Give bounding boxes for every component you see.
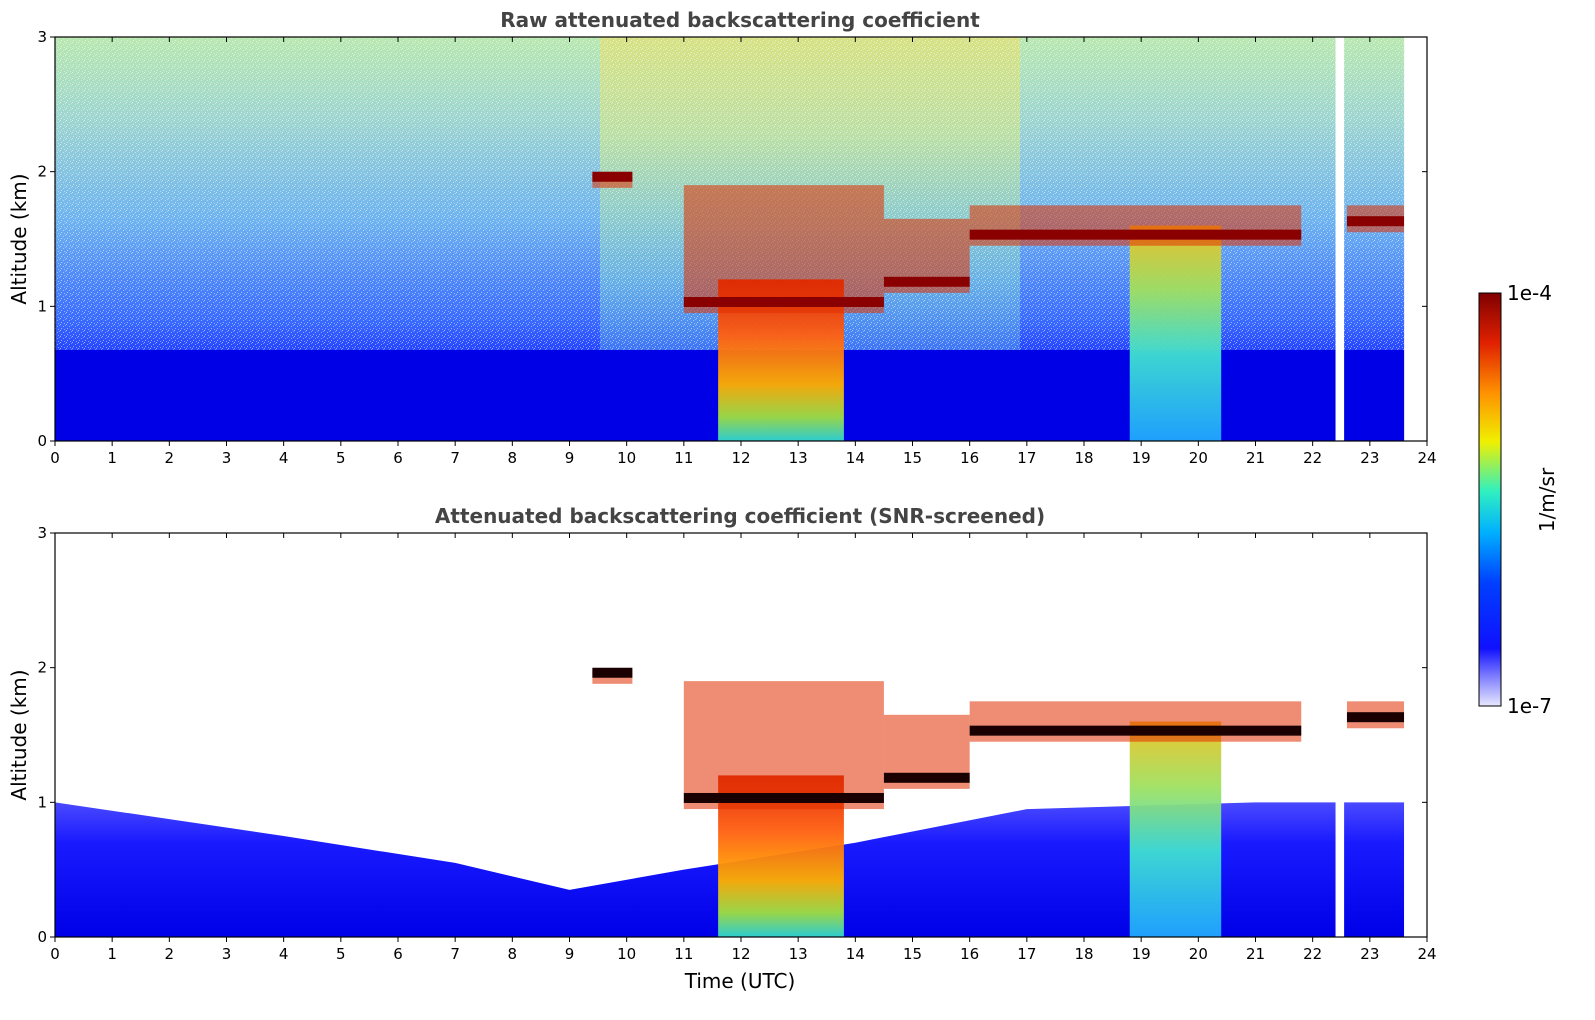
x-tick-label: 23: [1360, 449, 1379, 467]
x-tick-label: 19: [1132, 945, 1151, 963]
cloud-layer-envelope: [684, 185, 884, 313]
cloud-base: [884, 277, 970, 287]
panel-screened: Attenuated backscattering coefficient (S…: [7, 504, 1437, 993]
x-tick-label: 9: [565, 945, 575, 963]
x-tick-label: 15: [903, 945, 922, 963]
panel-screened-xlabel: Time (UTC): [684, 969, 796, 993]
y-tick-label: 3: [37, 524, 47, 542]
colorbar-gradient: [1479, 293, 1501, 706]
cloud-base: [592, 668, 632, 678]
x-tick-label: 17: [1017, 449, 1036, 467]
colorbar-max-label: 1e-4: [1507, 281, 1552, 305]
colorbar-unit-label: 1/m/sr: [1535, 467, 1559, 532]
x-tick-label: 21: [1246, 945, 1265, 963]
x-tick-label: 11: [674, 945, 693, 963]
x-tick-label: 20: [1189, 945, 1208, 963]
x-tick-label: 5: [336, 945, 346, 963]
data-gap: [1404, 37, 1427, 441]
y-tick-label: 2: [37, 163, 47, 181]
cloud-base: [592, 172, 632, 182]
y-tick-label: 1: [37, 793, 47, 811]
x-tick-label: 6: [393, 449, 403, 467]
cloud-base: [1347, 216, 1404, 226]
y-tick-label: 2: [37, 659, 47, 677]
x-tick-label: 5: [336, 449, 346, 467]
x-tick-label: 7: [450, 945, 460, 963]
panel-raw-title: Raw attenuated backscattering coefficien…: [500, 8, 980, 32]
x-tick-label: 19: [1132, 449, 1151, 467]
x-tick-label: 16: [960, 945, 979, 963]
x-tick-label: 7: [450, 449, 460, 467]
x-tick-label: 3: [222, 449, 232, 467]
x-tick-label: 13: [789, 449, 808, 467]
x-tick-label: 12: [731, 945, 750, 963]
y-tick-label: 1: [37, 297, 47, 315]
x-tick-label: 10: [617, 449, 636, 467]
cloud-layer-envelope: [970, 205, 1302, 245]
data-gap: [1336, 37, 1345, 441]
cloud-layer-envelope: [970, 701, 1302, 741]
cloud-base: [970, 230, 1302, 240]
panel-screened-title: Attenuated backscattering coefficient (S…: [435, 504, 1045, 528]
colorbar-min-label: 1e-7: [1507, 694, 1552, 718]
x-tick-label: 17: [1017, 945, 1036, 963]
x-tick-label: 12: [731, 449, 750, 467]
x-tick-label: 2: [165, 945, 175, 963]
x-tick-label: 11: [674, 449, 693, 467]
cloud-base: [970, 726, 1302, 736]
x-tick-label: 16: [960, 449, 979, 467]
cloud-layer-envelope: [684, 681, 884, 809]
x-tick-label: 2: [165, 449, 175, 467]
x-tick-label: 1: [107, 449, 117, 467]
x-tick-label: 4: [279, 449, 289, 467]
x-tick-label: 24: [1417, 449, 1436, 467]
x-tick-label: 18: [1074, 449, 1093, 467]
x-tick-label: 22: [1303, 449, 1322, 467]
y-tick-label: 3: [37, 28, 47, 46]
cloud-base: [884, 773, 970, 783]
precipitation-region: [1130, 722, 1221, 937]
x-tick-label: 24: [1417, 945, 1436, 963]
x-tick-label: 6: [393, 945, 403, 963]
x-tick-label: 0: [50, 945, 60, 963]
precipitation-region: [1130, 226, 1221, 441]
data-gap: [1336, 533, 1345, 937]
x-tick-label: 14: [846, 449, 865, 467]
x-tick-label: 22: [1303, 945, 1322, 963]
panel-screened-ylabel: Altitude (km): [7, 669, 31, 800]
x-tick-label: 8: [508, 449, 518, 467]
cloud-base: [684, 793, 884, 803]
x-tick-label: 10: [617, 945, 636, 963]
y-tick-label: 0: [37, 432, 47, 450]
x-tick-label: 0: [50, 449, 60, 467]
x-tick-label: 15: [903, 449, 922, 467]
panel-raw: Raw attenuated backscattering coefficien…: [7, 8, 1437, 467]
cloud-base: [1347, 712, 1404, 722]
x-tick-label: 13: [789, 945, 808, 963]
colorbar: 1e-4 1e-7 1/m/sr: [1479, 281, 1559, 718]
x-tick-label: 9: [565, 449, 575, 467]
data-gap: [1404, 533, 1427, 937]
x-tick-label: 14: [846, 945, 865, 963]
cloud-base: [684, 297, 884, 307]
x-tick-label: 20: [1189, 449, 1208, 467]
x-tick-label: 8: [508, 945, 518, 963]
x-tick-label: 1: [107, 945, 117, 963]
x-tick-label: 4: [279, 945, 289, 963]
panel-raw-ylabel: Altitude (km): [7, 173, 31, 304]
x-tick-label: 18: [1074, 945, 1093, 963]
y-tick-label: 0: [37, 928, 47, 946]
x-tick-label: 23: [1360, 945, 1379, 963]
x-tick-label: 3: [222, 945, 232, 963]
panel-raw-field: [55, 37, 1427, 441]
panel-screened-field: [55, 533, 1427, 937]
x-tick-label: 21: [1246, 449, 1265, 467]
